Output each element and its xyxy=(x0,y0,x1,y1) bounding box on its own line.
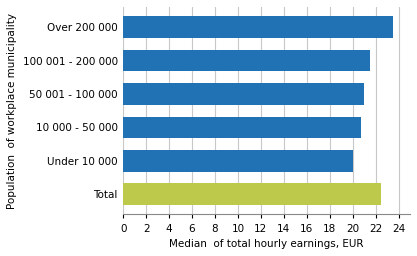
Y-axis label: Population  of workplace municipality: Population of workplace municipality xyxy=(7,13,17,209)
Bar xyxy=(123,150,353,172)
Bar xyxy=(123,183,382,205)
Bar xyxy=(123,50,370,71)
Bar xyxy=(123,83,364,105)
Bar xyxy=(123,16,393,38)
Bar xyxy=(123,116,361,138)
X-axis label: Median  of total hourly earnings, EUR: Median of total hourly earnings, EUR xyxy=(169,239,364,249)
